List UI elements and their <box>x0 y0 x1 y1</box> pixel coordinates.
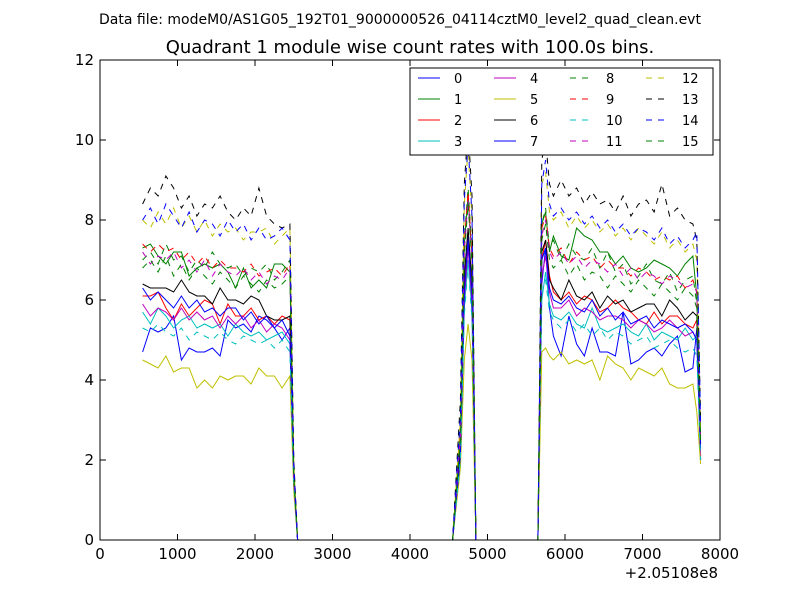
x-tick-label: 7000 <box>623 545 661 563</box>
legend-label-2: 2 <box>454 114 462 129</box>
series-line-13 <box>142 127 702 540</box>
series-line-7 <box>142 239 702 540</box>
legend-label-0: 0 <box>454 72 462 87</box>
series-line-14 <box>142 143 702 540</box>
x-tick-label: 0 <box>95 545 105 563</box>
axis-ticks: 0 1000 2000 3000 4000 5000 6000 7000 80000246810… <box>75 51 739 563</box>
y-tick-label: 8 <box>84 211 94 229</box>
y-tick-label: 6 <box>84 291 94 309</box>
legend-label-15: 15 <box>682 135 699 150</box>
legend-label-10: 10 <box>606 114 623 129</box>
y-tick-label: 4 <box>84 371 94 389</box>
x-tick-label: 6000 <box>546 545 584 563</box>
series-line-1 <box>142 195 702 540</box>
legend-label-1: 1 <box>454 93 462 108</box>
y-tick-label: 10 <box>75 131 94 149</box>
y-tick-label: 2 <box>84 451 94 469</box>
legend-label-3: 3 <box>454 135 462 150</box>
x-tick-label: 1000 <box>158 545 196 563</box>
figure-supertitle: Data file: modeM0/AS1G05_192T01_90000005… <box>99 12 701 28</box>
legend-label-9: 9 <box>606 93 614 108</box>
x-tick-label: 5000 <box>468 545 506 563</box>
x-tick-label: 2000 <box>236 545 274 563</box>
y-tick-label: 12 <box>75 51 94 69</box>
chart-title: Quadrant 1 module wise count rates with … <box>166 37 655 58</box>
series-line-5 <box>142 323 702 540</box>
legend-label-8: 8 <box>606 72 614 87</box>
x-axis-offset-label: +2.05108e8 <box>625 564 718 582</box>
legend-label-13: 13 <box>682 93 699 108</box>
series-line-12 <box>142 147 702 540</box>
series-line-11 <box>142 199 702 540</box>
series-line-15 <box>142 203 702 540</box>
x-tick-label: 4000 <box>391 545 429 563</box>
legend-label-4: 4 <box>530 72 538 87</box>
legend-label-12: 12 <box>682 72 699 87</box>
legend-label-6: 6 <box>530 114 538 129</box>
x-tick-label: 8000 <box>701 545 739 563</box>
legend-label-11: 11 <box>606 135 623 150</box>
series-line-6 <box>142 227 702 540</box>
legend-label-14: 14 <box>682 114 699 129</box>
x-tick-label: 3000 <box>313 545 351 563</box>
series-line-10 <box>142 263 702 540</box>
legend-label-7: 7 <box>530 135 538 150</box>
series-line-9 <box>142 191 702 540</box>
y-tick-label: 0 <box>84 531 94 549</box>
legend-label-5: 5 <box>530 93 538 108</box>
series-layer <box>142 127 702 540</box>
